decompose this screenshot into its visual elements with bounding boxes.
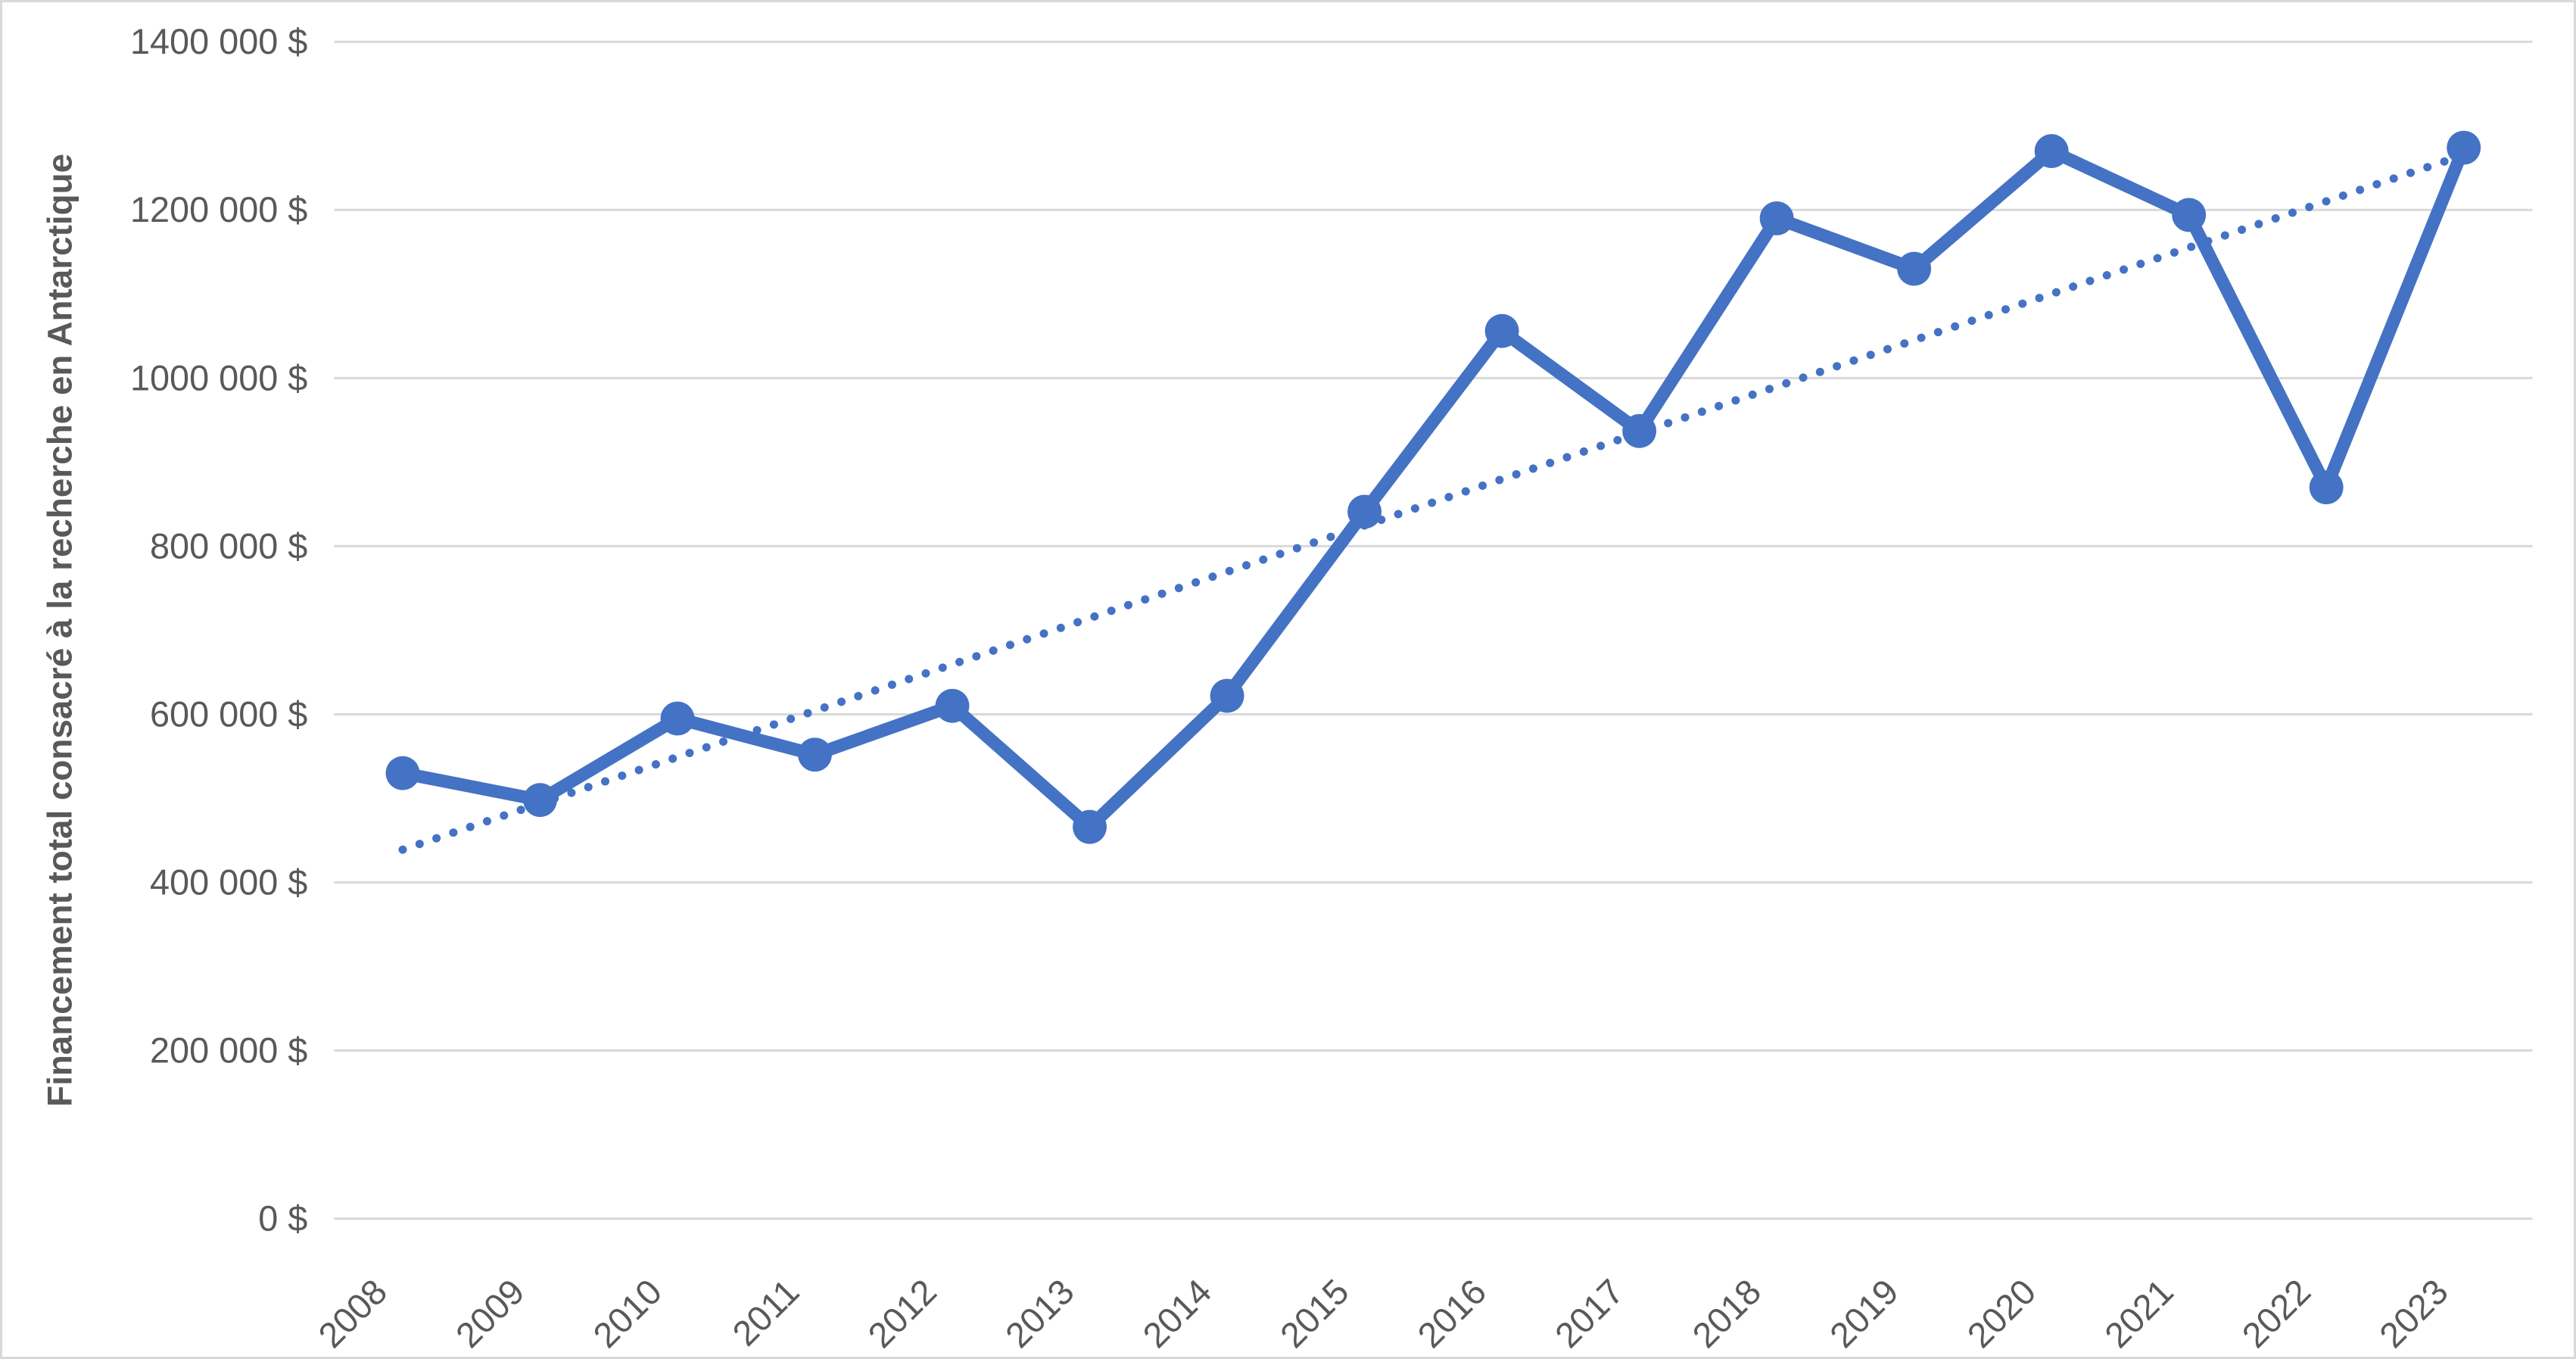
data-point-2014[interactable] bbox=[1210, 678, 1244, 713]
x-tick-label: 2013 bbox=[998, 1272, 1081, 1355]
y-tick-label: 1200 000 $ bbox=[130, 190, 307, 229]
x-tick-label: 2020 bbox=[1960, 1272, 2043, 1355]
data-point-2017[interactable] bbox=[1622, 413, 1657, 448]
data-point-2012[interactable] bbox=[935, 688, 970, 723]
data-point-2015[interactable] bbox=[1347, 494, 1382, 529]
y-tick-label: 1000 000 $ bbox=[130, 358, 307, 397]
y-tick-label: 400 000 $ bbox=[150, 862, 307, 902]
x-tick-label: 2008 bbox=[311, 1272, 394, 1355]
x-tick-label: 2023 bbox=[2372, 1272, 2455, 1355]
data-point-2010[interactable] bbox=[660, 701, 695, 736]
x-tick-label: 2018 bbox=[1685, 1272, 1768, 1355]
x-tick-label: 2022 bbox=[2235, 1272, 2318, 1355]
x-tick-label: 2014 bbox=[1135, 1272, 1219, 1355]
data-point-2018[interactable] bbox=[1759, 201, 1794, 235]
x-tick-label: 2017 bbox=[1547, 1272, 1631, 1355]
data-point-2021[interactable] bbox=[2172, 198, 2207, 232]
data-point-2020[interactable] bbox=[2034, 134, 2069, 168]
series-line[interactable] bbox=[396, 141, 2471, 834]
data-point-2022[interactable] bbox=[2309, 470, 2344, 505]
data-point-2016[interactable] bbox=[1484, 313, 1519, 348]
x-tick-label: 2016 bbox=[1410, 1272, 1494, 1355]
y-tick-label: 1400 000 $ bbox=[130, 22, 307, 61]
data-point-2011[interactable] bbox=[798, 737, 832, 772]
x-tick-label: 2015 bbox=[1272, 1272, 1356, 1355]
x-tick-label: 2012 bbox=[861, 1272, 944, 1355]
x-tick-label: 2011 bbox=[725, 1272, 807, 1354]
data-point-2008[interactable] bbox=[385, 756, 420, 790]
x-tick-label: 2021 bbox=[2097, 1272, 2180, 1355]
data-point-2019[interactable] bbox=[1897, 251, 1932, 286]
data-point-2023[interactable] bbox=[2447, 130, 2481, 165]
y-tick-label: 200 000 $ bbox=[150, 1031, 307, 1071]
y-tick-label: 800 000 $ bbox=[150, 526, 307, 566]
trendline-dotted bbox=[398, 151, 2469, 854]
data-point-2013[interactable] bbox=[1073, 809, 1107, 844]
x-tick-label: 2010 bbox=[586, 1272, 669, 1355]
y-tick-label: 0 $ bbox=[258, 1199, 307, 1239]
x-tick-label: 2009 bbox=[448, 1272, 531, 1355]
data-point-2009[interactable] bbox=[523, 783, 557, 818]
y-tick-label: 600 000 $ bbox=[150, 694, 307, 734]
x-tick-label: 2019 bbox=[1822, 1272, 1905, 1355]
y-axis-title: Financement total consacré à la recherch… bbox=[40, 154, 79, 1107]
